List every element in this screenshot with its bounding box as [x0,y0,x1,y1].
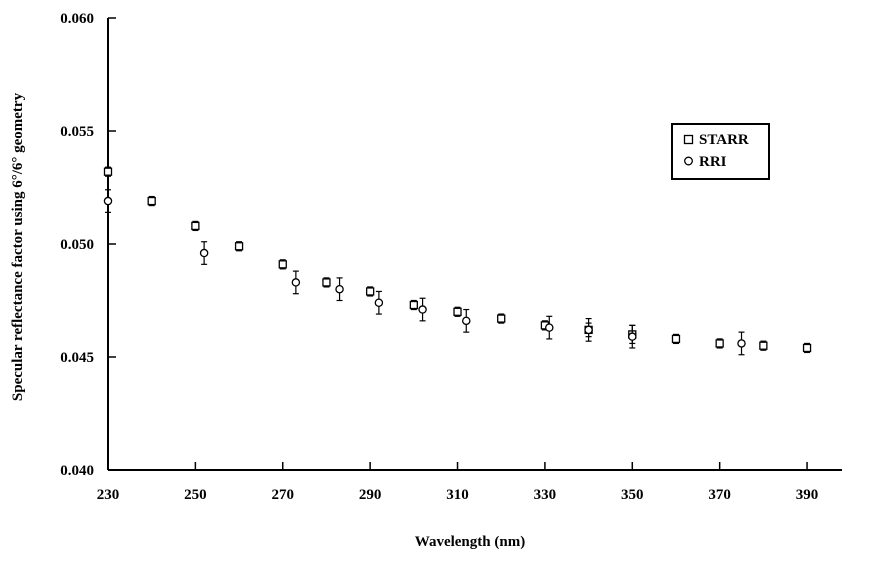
data-point-starr [103,167,113,176]
data-point-starr [453,307,462,316]
data-point-starr [497,314,506,323]
data-point-starr [322,278,331,287]
ticks: 230 250 270 290 310 330 350 370 390 0.040 0.045 0.0… [60,11,818,503]
x-tick-label: 310 [446,487,469,503]
legend-label-starr: STARR [699,132,749,148]
y-tick-label: 0.060 [60,11,94,27]
legend-marker-starr [683,134,694,145]
x-axis-title: Wavelength (nm) [415,534,525,550]
legend: STARR RRI [671,123,770,180]
data-point-rri [462,316,471,326]
data-point-rri [335,284,344,294]
axes [107,18,842,471]
data-point-rri [199,248,209,258]
y-tick-label: 0.055 [60,124,94,140]
x-tick-label: 230 [97,487,120,503]
data-point-starr [759,341,768,350]
x-tick-label: 350 [621,487,644,503]
x-tick-label: 370 [708,487,731,503]
x-tick-label: 290 [359,487,382,503]
data-point-starr [191,221,200,231]
data-point-starr [409,300,418,310]
y-tick-label: 0.040 [60,463,94,479]
data-point-starr [671,334,681,344]
data-point-starr [147,196,156,206]
data-point-starr [278,260,287,269]
legend-box [671,123,770,180]
data-point-rri [374,298,384,308]
data-point-starr [802,343,812,353]
y-axis-title: Specular reflectance factor using 6°/6° … [10,92,26,401]
data-point-starr [234,242,244,251]
data-point-rri [418,305,427,314]
data-point-rri [584,325,593,335]
x-tick-label: 270 [272,487,295,503]
x-tick-label: 250 [184,487,207,503]
data-point-rri [291,278,301,287]
data-point-rri [628,332,637,341]
y-tick-label: 0.045 [60,350,94,366]
data-point-rri [103,196,113,206]
x-tick-label: 330 [534,487,557,503]
data-points [103,166,812,356]
data-point-starr [365,287,375,296]
x-tick-label: 390 [796,487,819,503]
data-point-starr [715,339,724,348]
legend-marker-rri [684,156,693,166]
y-tick-label: 0.050 [60,237,94,253]
legend-label-rri: RRI [699,154,727,170]
data-point-rri [545,323,554,332]
data-point-rri [737,339,746,348]
